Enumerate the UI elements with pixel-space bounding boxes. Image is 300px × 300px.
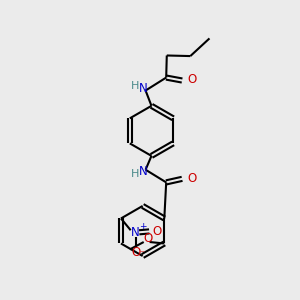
Text: O: O bbox=[187, 172, 196, 185]
Text: O: O bbox=[187, 74, 196, 86]
Text: ⁻: ⁻ bbox=[140, 249, 145, 260]
Text: H: H bbox=[131, 169, 139, 178]
Text: N: N bbox=[139, 165, 148, 178]
Text: +: + bbox=[139, 222, 146, 231]
Text: H: H bbox=[131, 81, 139, 91]
Text: O: O bbox=[131, 246, 140, 259]
Text: N: N bbox=[139, 82, 148, 95]
Text: O: O bbox=[152, 225, 161, 238]
Text: N: N bbox=[131, 226, 140, 239]
Text: O: O bbox=[143, 232, 153, 245]
